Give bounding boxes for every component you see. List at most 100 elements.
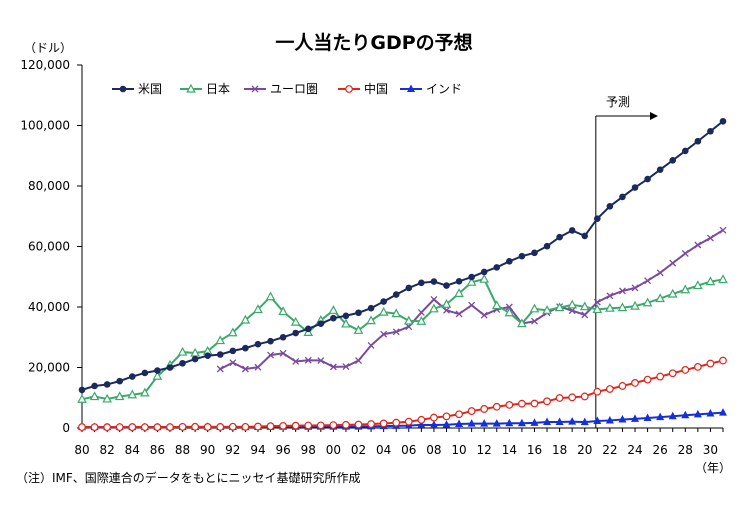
data-point	[518, 252, 526, 260]
data-point	[681, 147, 689, 155]
data-point	[719, 408, 727, 416]
data-point	[618, 382, 627, 390]
data-point	[290, 316, 301, 326]
data-point	[341, 318, 351, 328]
data-point	[304, 421, 313, 430]
data-point	[353, 325, 364, 334]
data-point	[191, 355, 199, 363]
data-point	[694, 137, 702, 145]
legend-marker	[345, 85, 353, 93]
data-point	[492, 402, 501, 411]
data-point	[229, 347, 237, 355]
data-point	[581, 311, 589, 319]
data-point	[266, 422, 275, 431]
data-point	[342, 312, 350, 320]
data-point	[480, 419, 489, 427]
x-tick-label: 30	[703, 443, 718, 457]
data-point	[141, 369, 149, 377]
data-point	[430, 413, 438, 422]
data-point	[430, 295, 438, 303]
data-point	[505, 400, 514, 409]
data-point	[644, 277, 652, 285]
data-point	[304, 325, 312, 333]
data-point	[467, 407, 476, 415]
data-point	[718, 274, 728, 284]
x-tick-label: 22	[602, 443, 617, 457]
legend: 米国 日本 ユーロ圏 中国 インド	[112, 81, 462, 96]
data-point	[531, 249, 538, 257]
data-point	[631, 184, 639, 191]
series-layer	[77, 117, 728, 432]
data-point	[380, 330, 388, 338]
data-point	[531, 317, 538, 325]
data-point	[403, 315, 414, 325]
data-point	[416, 315, 427, 325]
data-point	[216, 365, 224, 373]
x-tick-label: 24	[627, 443, 642, 457]
data-point	[568, 227, 576, 234]
data-point	[644, 175, 651, 183]
data-point	[317, 357, 325, 365]
data-point	[706, 234, 714, 242]
forecast-arrowhead	[650, 112, 658, 120]
data-point	[228, 327, 238, 337]
x-tick-label: 28	[678, 443, 693, 457]
data-point	[656, 372, 665, 381]
x-tick-label: 08	[426, 443, 441, 457]
x-tick-label: 02	[351, 443, 366, 457]
data-point	[593, 416, 602, 425]
data-point	[254, 422, 262, 431]
y-tick-label: 40,000	[28, 300, 70, 314]
data-point	[216, 351, 224, 358]
data-point	[605, 302, 615, 312]
data-point	[179, 359, 186, 367]
x-tick-label: 16	[527, 443, 542, 457]
data-point	[215, 335, 226, 345]
data-point	[405, 284, 413, 292]
data-point	[430, 278, 438, 285]
data-point	[292, 357, 300, 365]
data-point	[267, 337, 274, 345]
data-point	[78, 423, 86, 431]
data-point	[366, 315, 376, 325]
data-point	[102, 393, 112, 403]
x-tick-label: 84	[125, 443, 140, 457]
data-point	[329, 363, 337, 371]
data-point	[254, 340, 262, 348]
data-point	[317, 320, 325, 327]
data-point	[605, 415, 614, 424]
data-point	[680, 284, 691, 294]
data-point	[468, 273, 475, 281]
x-tick-label: 10	[451, 443, 466, 457]
data-point	[90, 423, 99, 432]
data-point	[669, 259, 677, 267]
data-point	[642, 297, 653, 307]
data-point	[392, 328, 400, 336]
legend-marker	[251, 85, 259, 93]
data-point	[530, 399, 539, 408]
data-point	[705, 276, 716, 286]
series-1	[77, 273, 728, 403]
data-point	[216, 423, 225, 431]
data-point	[467, 419, 476, 427]
data-point	[127, 389, 138, 399]
data-point	[378, 306, 389, 316]
data-point	[178, 422, 187, 431]
data-point	[443, 306, 450, 314]
data-point	[328, 305, 339, 314]
y-tick-label: 120,000	[20, 58, 70, 72]
data-point	[380, 298, 387, 305]
data-point	[517, 418, 526, 427]
x-tick-label: 04	[376, 443, 391, 457]
data-point	[114, 391, 125, 401]
x-axis-unit-label: （年）	[695, 461, 731, 475]
data-point	[517, 318, 527, 328]
series-line	[81, 278, 724, 401]
data-point	[656, 269, 664, 277]
data-point	[693, 362, 702, 371]
data-point	[91, 382, 98, 390]
y-tick-label: 80,000	[28, 179, 70, 193]
data-point	[417, 308, 425, 316]
data-point	[656, 412, 665, 421]
x-tick-label: 18	[552, 443, 567, 457]
